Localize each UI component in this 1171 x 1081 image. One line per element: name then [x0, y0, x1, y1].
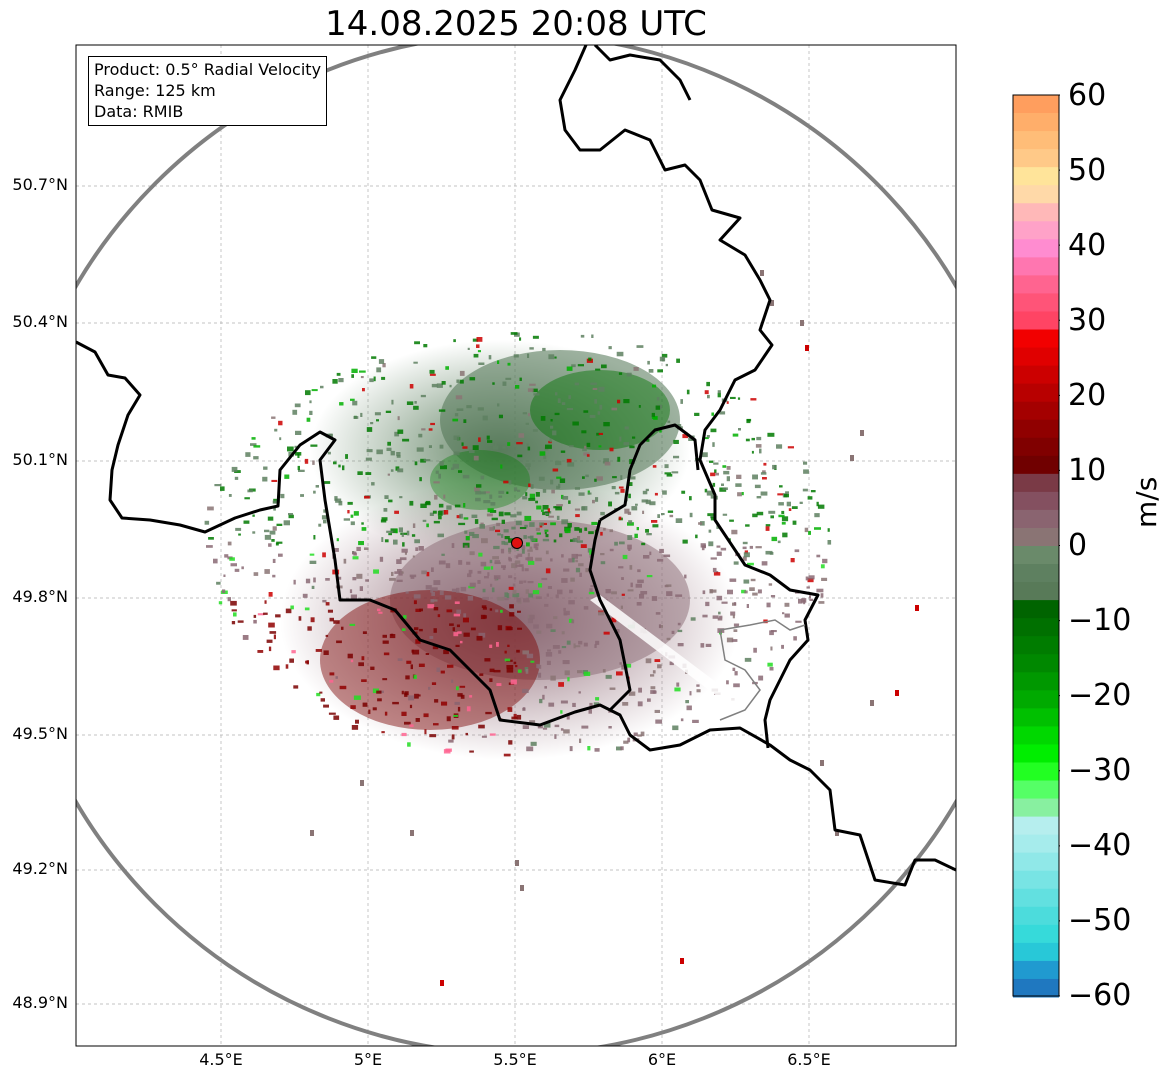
lat-tick: 49.2°N — [12, 859, 68, 878]
map-title: 14.08.2025 20:08 UTC — [325, 4, 707, 44]
colorbar-band — [1013, 906, 1059, 926]
colorbar-tick: 10 — [1068, 453, 1107, 488]
info-range: Range: 125 km — [94, 81, 216, 100]
colorbar-band — [1013, 564, 1059, 583]
info-box: Product: 0.5° Radial Velocity Range: 125… — [88, 56, 328, 126]
colorbar-band — [1013, 852, 1059, 872]
lat-tick: 48.9°N — [12, 993, 68, 1012]
lat-tick: 50.7°N — [12, 175, 68, 194]
colorbar-band — [1013, 636, 1059, 655]
colorbar-tick: 0 — [1068, 528, 1088, 563]
radial-gap — [590, 595, 740, 706]
colorbar-band — [1013, 527, 1059, 547]
colorbar-band — [1013, 455, 1059, 475]
colorbar-band — [1013, 834, 1059, 854]
colorbar-band — [1013, 131, 1059, 150]
colorbar-band — [1013, 275, 1059, 294]
colorbar-band — [1013, 293, 1059, 312]
colorbar-band — [1013, 798, 1059, 818]
colorbar-band — [1013, 888, 1059, 908]
colorbar-band — [1013, 708, 1059, 727]
colorbar-band — [1013, 167, 1059, 186]
colorbar-band — [1013, 113, 1059, 132]
colorbar-tick: 50 — [1068, 153, 1107, 188]
info-product: Product: 0.5° Radial Velocity — [94, 60, 322, 79]
colorbar-tick: −20 — [1068, 678, 1132, 713]
colorbar-band — [1013, 239, 1059, 258]
colorbar-band — [1013, 203, 1059, 222]
lon-tick: 6°E — [647, 1050, 677, 1069]
colorbar-band — [1013, 546, 1059, 565]
colorbar-tick: −40 — [1068, 828, 1132, 863]
colorbar-tick: −60 — [1068, 978, 1132, 1013]
colorbar-band — [1013, 924, 1059, 944]
colorbar-band — [1013, 473, 1059, 493]
colorbar-band — [1013, 726, 1059, 745]
border-north — [593, 45, 692, 101]
colorbar-band — [1013, 437, 1059, 457]
colorbar-band — [1013, 654, 1059, 673]
border-east — [558, 45, 820, 749]
colorbar-tick: 20 — [1068, 378, 1107, 413]
border-lux — [599, 423, 700, 522]
border-north-west — [76, 340, 956, 887]
lon-tick: 6.5°E — [787, 1050, 831, 1069]
colorbar-band — [1013, 762, 1059, 782]
colorbar-band — [1013, 419, 1059, 439]
colorbar-band — [1013, 509, 1059, 529]
colorbar-band — [1013, 816, 1059, 836]
colorbar-label: m/s — [1130, 476, 1163, 528]
colorbar-band — [1013, 978, 1059, 998]
lat-tick: 49.5°N — [12, 724, 68, 743]
colorbar-band — [1013, 347, 1059, 367]
colorbar-band — [1013, 672, 1059, 691]
colorbar-band — [1013, 960, 1059, 980]
colorbar-band — [1013, 491, 1059, 511]
lon-tick: 4.5°E — [199, 1050, 243, 1069]
lat-tick: 50.1°N — [12, 450, 68, 469]
colorbar-tick: −10 — [1068, 603, 1132, 638]
colorbar-band — [1013, 329, 1059, 349]
info-data: Data: RMIB — [94, 102, 184, 121]
colorbar-band — [1013, 600, 1059, 619]
velocity-echoes — [204, 270, 919, 986]
lon-tick: 5°E — [353, 1050, 383, 1069]
colorbar-band — [1013, 582, 1059, 601]
country-borders — [76, 45, 956, 887]
colorbar-band — [1013, 744, 1059, 763]
colorbar-band — [1013, 149, 1059, 168]
colorbar-tick: 40 — [1068, 228, 1107, 263]
colorbar-band — [1013, 618, 1059, 637]
colorbar-band — [1013, 383, 1059, 403]
colorbar-band — [1013, 185, 1059, 204]
map-frame — [75, 44, 957, 1047]
lat-tick: 50.4°N — [12, 312, 68, 331]
colorbar — [1012, 94, 1060, 998]
colorbar-band — [1013, 365, 1059, 385]
lon-tick: 5.5°E — [493, 1050, 537, 1069]
colorbar-tick: −30 — [1068, 753, 1132, 788]
colorbar-tick: 30 — [1068, 303, 1107, 338]
colorbar-tick: −50 — [1068, 903, 1132, 938]
radar-site-marker — [511, 537, 523, 549]
colorbar-band — [1013, 690, 1059, 709]
lat-tick: 49.8°N — [12, 587, 68, 606]
border-lux-south — [588, 519, 632, 712]
region-borders — [719, 619, 806, 721]
colorbar-tick: 60 — [1068, 78, 1107, 113]
colorbar-band — [1013, 401, 1059, 421]
colorbar-band — [1013, 95, 1059, 114]
colorbar-band — [1013, 221, 1059, 240]
colorbar-band — [1013, 257, 1059, 276]
colorbar-band — [1013, 942, 1059, 962]
colorbar-band — [1013, 870, 1059, 890]
colorbar-band — [1013, 780, 1059, 800]
colorbar-band — [1013, 311, 1059, 331]
